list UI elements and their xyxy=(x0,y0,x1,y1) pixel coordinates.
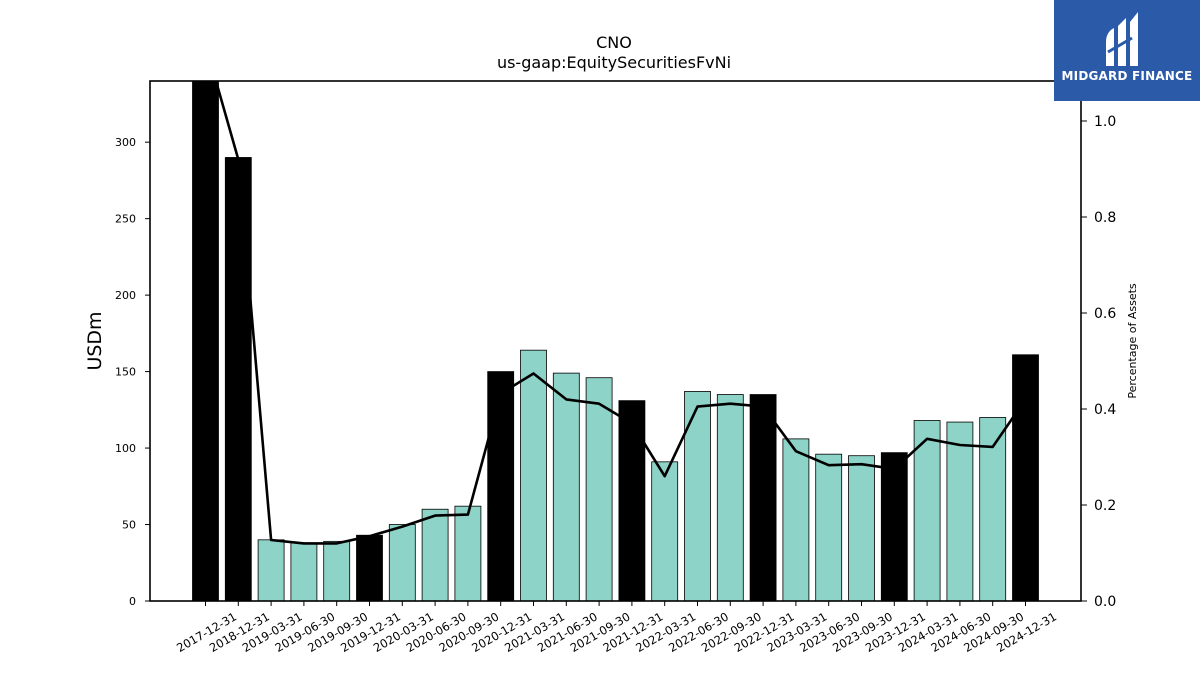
bar-2023-12-31 xyxy=(880,452,908,602)
y2-tick-label: 0.2 xyxy=(1094,498,1116,514)
bar-2024-12-31 xyxy=(1012,354,1039,602)
bar-2021-06-30 xyxy=(552,372,580,602)
y2-tick-label: 0.6 xyxy=(1094,306,1116,322)
bar-2022-09-30 xyxy=(716,394,744,602)
y-tick-label: 100 xyxy=(115,442,136,455)
bar-2023-09-30 xyxy=(848,455,875,602)
bar-2024-06-30 xyxy=(946,421,974,602)
bar-2020-03-31 xyxy=(388,524,416,602)
bar-2021-12-31 xyxy=(618,400,646,602)
chart-subtitle: us-gaap:EquitySecuritiesFvNi xyxy=(497,53,731,72)
y-tick-label: 250 xyxy=(115,213,136,226)
y-tick-label: 200 xyxy=(115,289,136,302)
bar-2021-09-30 xyxy=(585,377,613,602)
bar-2023-03-31 xyxy=(782,438,810,602)
plot-frame xyxy=(149,80,1082,602)
bar-2020-12-31 xyxy=(487,371,515,602)
bar-2021-03-31 xyxy=(520,349,547,602)
plot-area: 0501001502002503000.00.20.40.60.81.02017… xyxy=(115,80,1116,655)
logo-text: MIDGARD FINANCE xyxy=(1061,69,1193,83)
bar-2018-12-31 xyxy=(224,157,252,602)
bar-2019-12-31 xyxy=(356,534,383,602)
bar-2023-06-30 xyxy=(815,453,843,602)
y-axis-label: USDm xyxy=(84,311,106,370)
y2-tick-label: 1.0 xyxy=(1094,114,1116,130)
bar-2019-03-31 xyxy=(257,539,285,602)
y2-tick-label: 0.8 xyxy=(1094,210,1116,226)
bar-2020-09-30 xyxy=(454,505,482,602)
y-tick-label: 50 xyxy=(122,519,136,532)
bar-2019-06-30 xyxy=(290,542,318,602)
y-tick-label: 150 xyxy=(115,366,136,379)
y-tick-label: 300 xyxy=(115,136,136,149)
midgard-finance-logo: MIDGARD FINANCE xyxy=(1054,0,1200,101)
bar-2022-03-31 xyxy=(651,461,679,602)
bar-2022-12-31 xyxy=(749,394,777,602)
y-tick-label: 0 xyxy=(129,595,136,608)
line-percentage-of-assets xyxy=(214,81,1027,545)
logo-mark-icon xyxy=(1106,12,1138,66)
bar-2020-06-30 xyxy=(421,508,449,602)
y2-tick-label: 0.0 xyxy=(1094,594,1116,610)
chart-title: CNO xyxy=(596,33,632,52)
y2-axis-label: Percentage of Assets xyxy=(1126,283,1139,399)
bar-2024-03-31 xyxy=(913,420,941,602)
bar-2017-12-31 xyxy=(192,80,219,602)
bar-2019-09-30 xyxy=(323,540,351,602)
y2-tick-label: 0.4 xyxy=(1094,402,1116,418)
